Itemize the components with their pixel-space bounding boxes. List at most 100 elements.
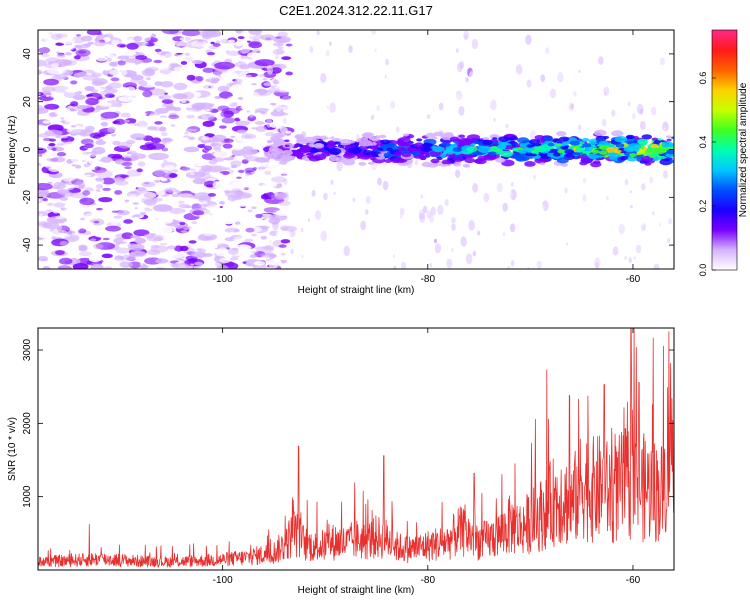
heatmap-cell — [618, 36, 622, 42]
heatmap-cell — [131, 146, 141, 151]
heatmap-cell — [420, 146, 432, 153]
heatmap-cell — [285, 43, 293, 47]
heatmap-cell — [577, 124, 582, 131]
heatmap-cell — [173, 46, 181, 50]
heatmap-cell — [659, 83, 663, 89]
heatmap-cell — [281, 225, 298, 232]
heatmap-cell — [89, 132, 100, 139]
heatmap-cell — [550, 167, 556, 170]
heatmap-cell — [138, 80, 148, 87]
heatmap-cell — [49, 229, 68, 237]
heatmap-cell — [109, 69, 128, 77]
heatmap-cell — [239, 46, 251, 54]
heatmap-cell — [303, 56, 311, 67]
heatmap-cell — [91, 72, 102, 78]
heatmap-cell — [453, 162, 462, 167]
heatmap-cell — [482, 139, 493, 145]
heatmap-cell — [115, 247, 131, 254]
heatmap-cell — [370, 157, 376, 161]
heatmap-cell — [395, 126, 400, 133]
heatmap-cell — [504, 145, 514, 150]
heatmap-cell — [471, 122, 475, 126]
heatmap-cell — [641, 134, 653, 140]
heatmap-cell — [648, 122, 653, 128]
heatmap-cell — [613, 213, 618, 221]
heatmap-cell — [244, 173, 250, 177]
colorbar-ticks: 0.0 0.2 0.4 0.6 — [698, 72, 716, 276]
heatmap-cell — [83, 43, 92, 47]
heatmap-cell — [195, 76, 204, 82]
heatmap-cells — [38, 30, 674, 269]
heatmap-cell — [202, 230, 214, 237]
heatmap-cell — [194, 171, 206, 177]
heatmap-cell — [179, 245, 189, 252]
heatmap-cell — [591, 149, 600, 154]
heatmap-cell — [374, 197, 381, 208]
heatmap-cell — [509, 223, 516, 233]
heatmap-cell — [433, 131, 444, 137]
heatmap-cell — [615, 143, 625, 148]
heatmap-y-tick-label: 40 — [22, 48, 33, 60]
heatmap-cell — [227, 247, 239, 255]
heatmap-cell — [539, 238, 543, 244]
heatmap-y-tick-label: 0 — [22, 146, 33, 152]
heatmap-cell — [152, 204, 173, 212]
heatmap-cell — [197, 236, 211, 241]
heatmap-cell — [113, 215, 123, 219]
heatmap-cell — [101, 253, 113, 259]
heatmap-cell — [240, 163, 250, 167]
heatmap-cell — [178, 203, 191, 209]
heatmap-cell — [539, 162, 546, 166]
heatmap-cell — [278, 200, 291, 206]
heatmap-cell — [95, 87, 103, 91]
heatmap-cell — [88, 159, 100, 165]
heatmap-cell — [581, 137, 590, 142]
heatmap-cell — [526, 79, 532, 88]
heatmap-cell — [618, 195, 625, 205]
heatmap-cell — [466, 134, 481, 141]
heatmap-cell — [98, 96, 103, 100]
heatmap-cell — [256, 202, 265, 207]
heatmap-cell — [60, 117, 65, 120]
heatmap-cell — [277, 38, 288, 43]
heatmap-cell — [93, 41, 106, 47]
heatmap-cell — [593, 129, 607, 137]
heatmap-cell — [226, 50, 242, 56]
heatmap-cell — [102, 187, 111, 191]
heatmap-cell — [264, 170, 272, 175]
heatmap-cell — [423, 111, 427, 117]
heatmap-cell — [169, 250, 179, 256]
snr-y-tick-label: 2000 — [22, 412, 33, 435]
heatmap-cell — [346, 80, 353, 89]
heatmap-cell — [280, 239, 291, 244]
heatmap-cell — [168, 114, 180, 119]
heatmap-cell — [573, 91, 577, 97]
heatmap-cell — [251, 233, 257, 237]
heatmap-cell — [623, 146, 636, 153]
heatmap-cell — [80, 35, 93, 42]
heatmap-cell — [581, 119, 587, 128]
heatmap-cell — [454, 169, 461, 179]
heatmap-cell — [188, 240, 197, 244]
heatmap-cell — [236, 129, 247, 134]
heatmap-cell — [613, 30, 617, 35]
heatmap-cell — [500, 42, 505, 48]
heatmap-cell — [405, 42, 408, 47]
heatmap-cell — [416, 138, 423, 142]
heatmap-cell — [191, 221, 198, 224]
heatmap-cell — [267, 103, 273, 111]
heatmap-cell — [55, 51, 61, 54]
heatmap-cell — [95, 177, 104, 182]
heatmap-cell — [416, 220, 422, 230]
heatmap-cell — [164, 187, 178, 193]
heatmap-cell — [46, 117, 53, 120]
heatmap-cell — [260, 235, 267, 240]
heatmap-cell — [161, 30, 179, 35]
heatmap-cell — [72, 263, 89, 269]
heatmap-cell — [143, 198, 157, 206]
heatmap-cell — [117, 141, 133, 149]
heatmap-cell — [510, 42, 517, 53]
heatmap-cell — [156, 50, 167, 56]
heatmap-x-tick-label: -100 — [213, 274, 233, 285]
heatmap-cell — [155, 266, 165, 269]
